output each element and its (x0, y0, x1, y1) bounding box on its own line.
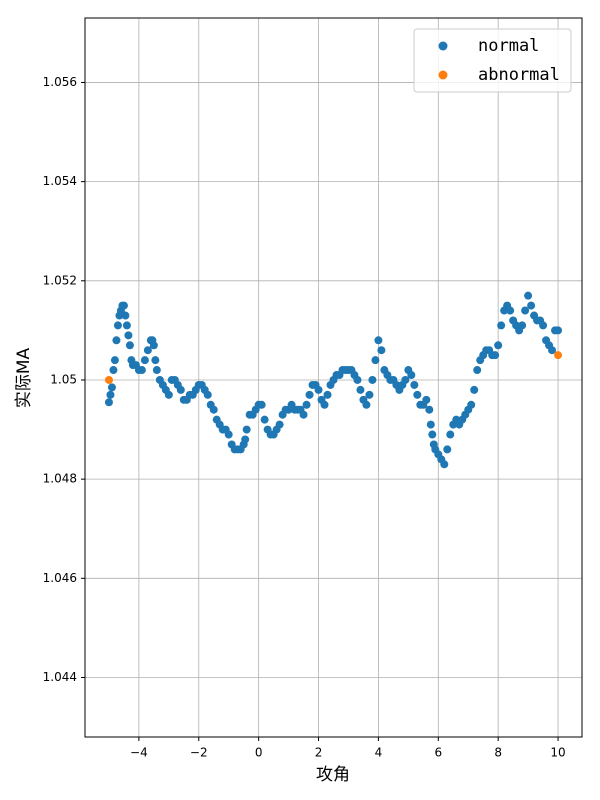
point (365, 390, 374, 399)
point (506, 306, 515, 315)
point (257, 400, 266, 409)
point (137, 366, 146, 375)
y-axis-label: 实际MA (14, 347, 34, 408)
point (176, 385, 185, 394)
point (413, 390, 422, 399)
point (548, 346, 557, 355)
point (299, 410, 308, 419)
point (305, 390, 314, 399)
point (260, 415, 269, 424)
point (275, 420, 284, 429)
legend-box (413, 28, 572, 93)
point (164, 390, 173, 399)
point (121, 311, 130, 320)
point (554, 326, 563, 335)
point (323, 390, 332, 399)
point (125, 341, 134, 350)
y-tick-label: 1.05 (50, 372, 77, 386)
y-tick-label: 1.056 (43, 75, 77, 89)
point (242, 425, 251, 434)
point (440, 460, 449, 469)
point (209, 405, 218, 414)
point (104, 375, 113, 384)
point (106, 390, 115, 399)
x-tick-label: 0 (255, 746, 263, 760)
point (143, 346, 152, 355)
point (473, 366, 482, 375)
point (149, 341, 158, 350)
point (122, 321, 131, 330)
point (539, 321, 548, 330)
point (410, 380, 419, 389)
point (554, 351, 563, 360)
point (241, 435, 250, 444)
point (426, 420, 435, 429)
point (151, 356, 160, 365)
point (356, 385, 365, 394)
point (527, 301, 536, 310)
x-tick-label: 4 (375, 746, 383, 760)
x-axis-label: 攻角 (316, 765, 350, 785)
point (152, 366, 161, 375)
point (109, 366, 118, 375)
y-tick-label: 1.046 (43, 571, 77, 585)
point (371, 356, 380, 365)
point (124, 331, 133, 340)
point (302, 400, 311, 409)
point (407, 371, 416, 380)
x-tick-label: −4 (130, 746, 148, 760)
point (428, 430, 437, 439)
y-tick-label: 1.052 (43, 273, 77, 287)
point (203, 390, 212, 399)
point (104, 398, 113, 407)
point (368, 375, 377, 384)
legend-label: normal (478, 36, 539, 56)
x-tick-label: −2 (190, 746, 208, 760)
point (524, 291, 533, 300)
x-tick-label: 2 (315, 746, 323, 760)
point (320, 400, 329, 409)
point (377, 346, 386, 355)
point (470, 385, 479, 394)
point (425, 405, 434, 414)
point (113, 321, 122, 330)
plot-frame (84, 17, 583, 738)
point (443, 445, 452, 454)
point (107, 383, 116, 392)
point (119, 301, 128, 310)
legend-marker (438, 41, 448, 51)
point (314, 385, 323, 394)
point (494, 341, 503, 350)
legend-marker (438, 70, 448, 80)
point (374, 336, 383, 345)
point (112, 336, 121, 345)
point (401, 375, 410, 384)
point (353, 375, 362, 384)
x-tick-label: 8 (494, 746, 502, 760)
point (467, 400, 476, 409)
y-tick-label: 1.054 (43, 174, 77, 188)
point (491, 351, 500, 360)
x-tick-label: 10 (550, 746, 565, 760)
x-tick-label: 6 (434, 746, 442, 760)
point (422, 395, 431, 404)
point (110, 356, 119, 365)
point (497, 321, 506, 330)
y-tick-label: 1.044 (43, 670, 77, 684)
y-tick-label: 1.048 (43, 472, 77, 486)
point (140, 356, 149, 365)
point (224, 430, 233, 439)
point (518, 321, 527, 330)
legend-label: abnormal (478, 65, 560, 85)
point (446, 430, 455, 439)
point (521, 306, 530, 315)
point (362, 400, 371, 409)
